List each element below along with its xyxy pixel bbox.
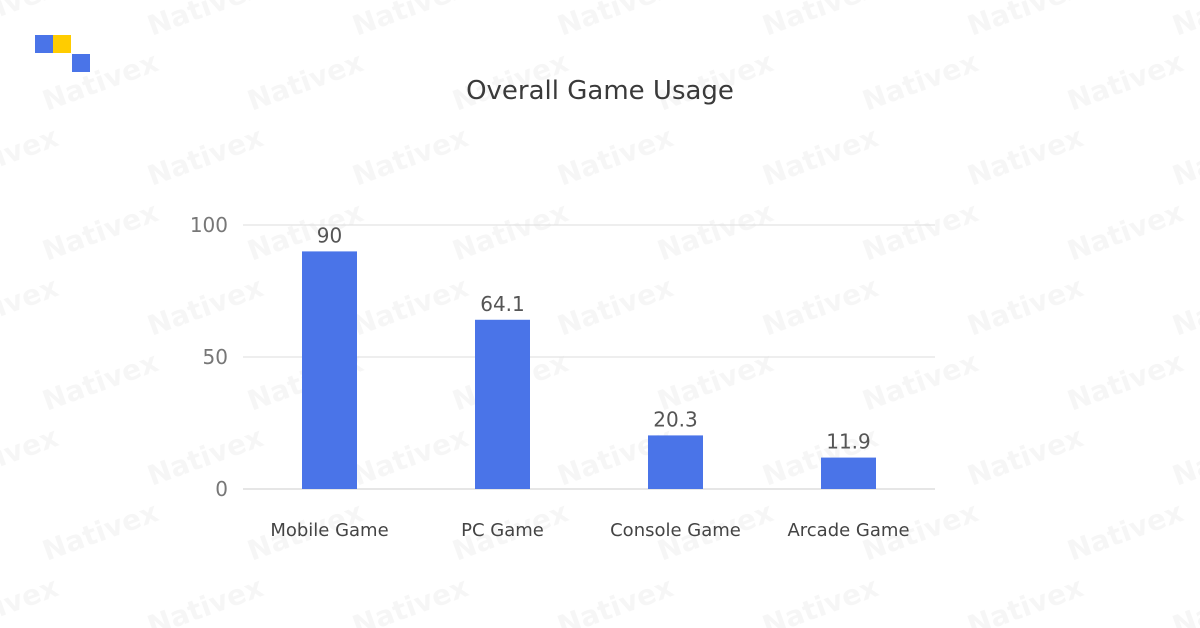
bar: [475, 319, 530, 489]
y-tick-label: 100: [190, 213, 228, 237]
logo-square: [72, 54, 90, 72]
y-tick-label: 0: [215, 477, 228, 501]
data-label: 90: [317, 223, 342, 247]
bar: [648, 435, 703, 489]
bar: [821, 457, 876, 489]
brand-logo: [35, 35, 91, 73]
data-label: 11.9: [826, 430, 871, 454]
data-label: 64.1: [480, 292, 525, 316]
x-tick-label: Console Game: [610, 520, 741, 541]
y-tick-label: 50: [203, 345, 228, 369]
x-tick-label: Arcade Game: [787, 520, 909, 541]
data-label: 20.3: [653, 407, 698, 431]
x-tick-label: PC Game: [461, 520, 544, 541]
logo-square: [35, 35, 53, 53]
bar: [302, 251, 357, 489]
x-tick-label: Mobile Game: [270, 520, 388, 541]
chart-title: Overall Game Usage: [466, 76, 734, 106]
logo-square: [53, 35, 71, 53]
